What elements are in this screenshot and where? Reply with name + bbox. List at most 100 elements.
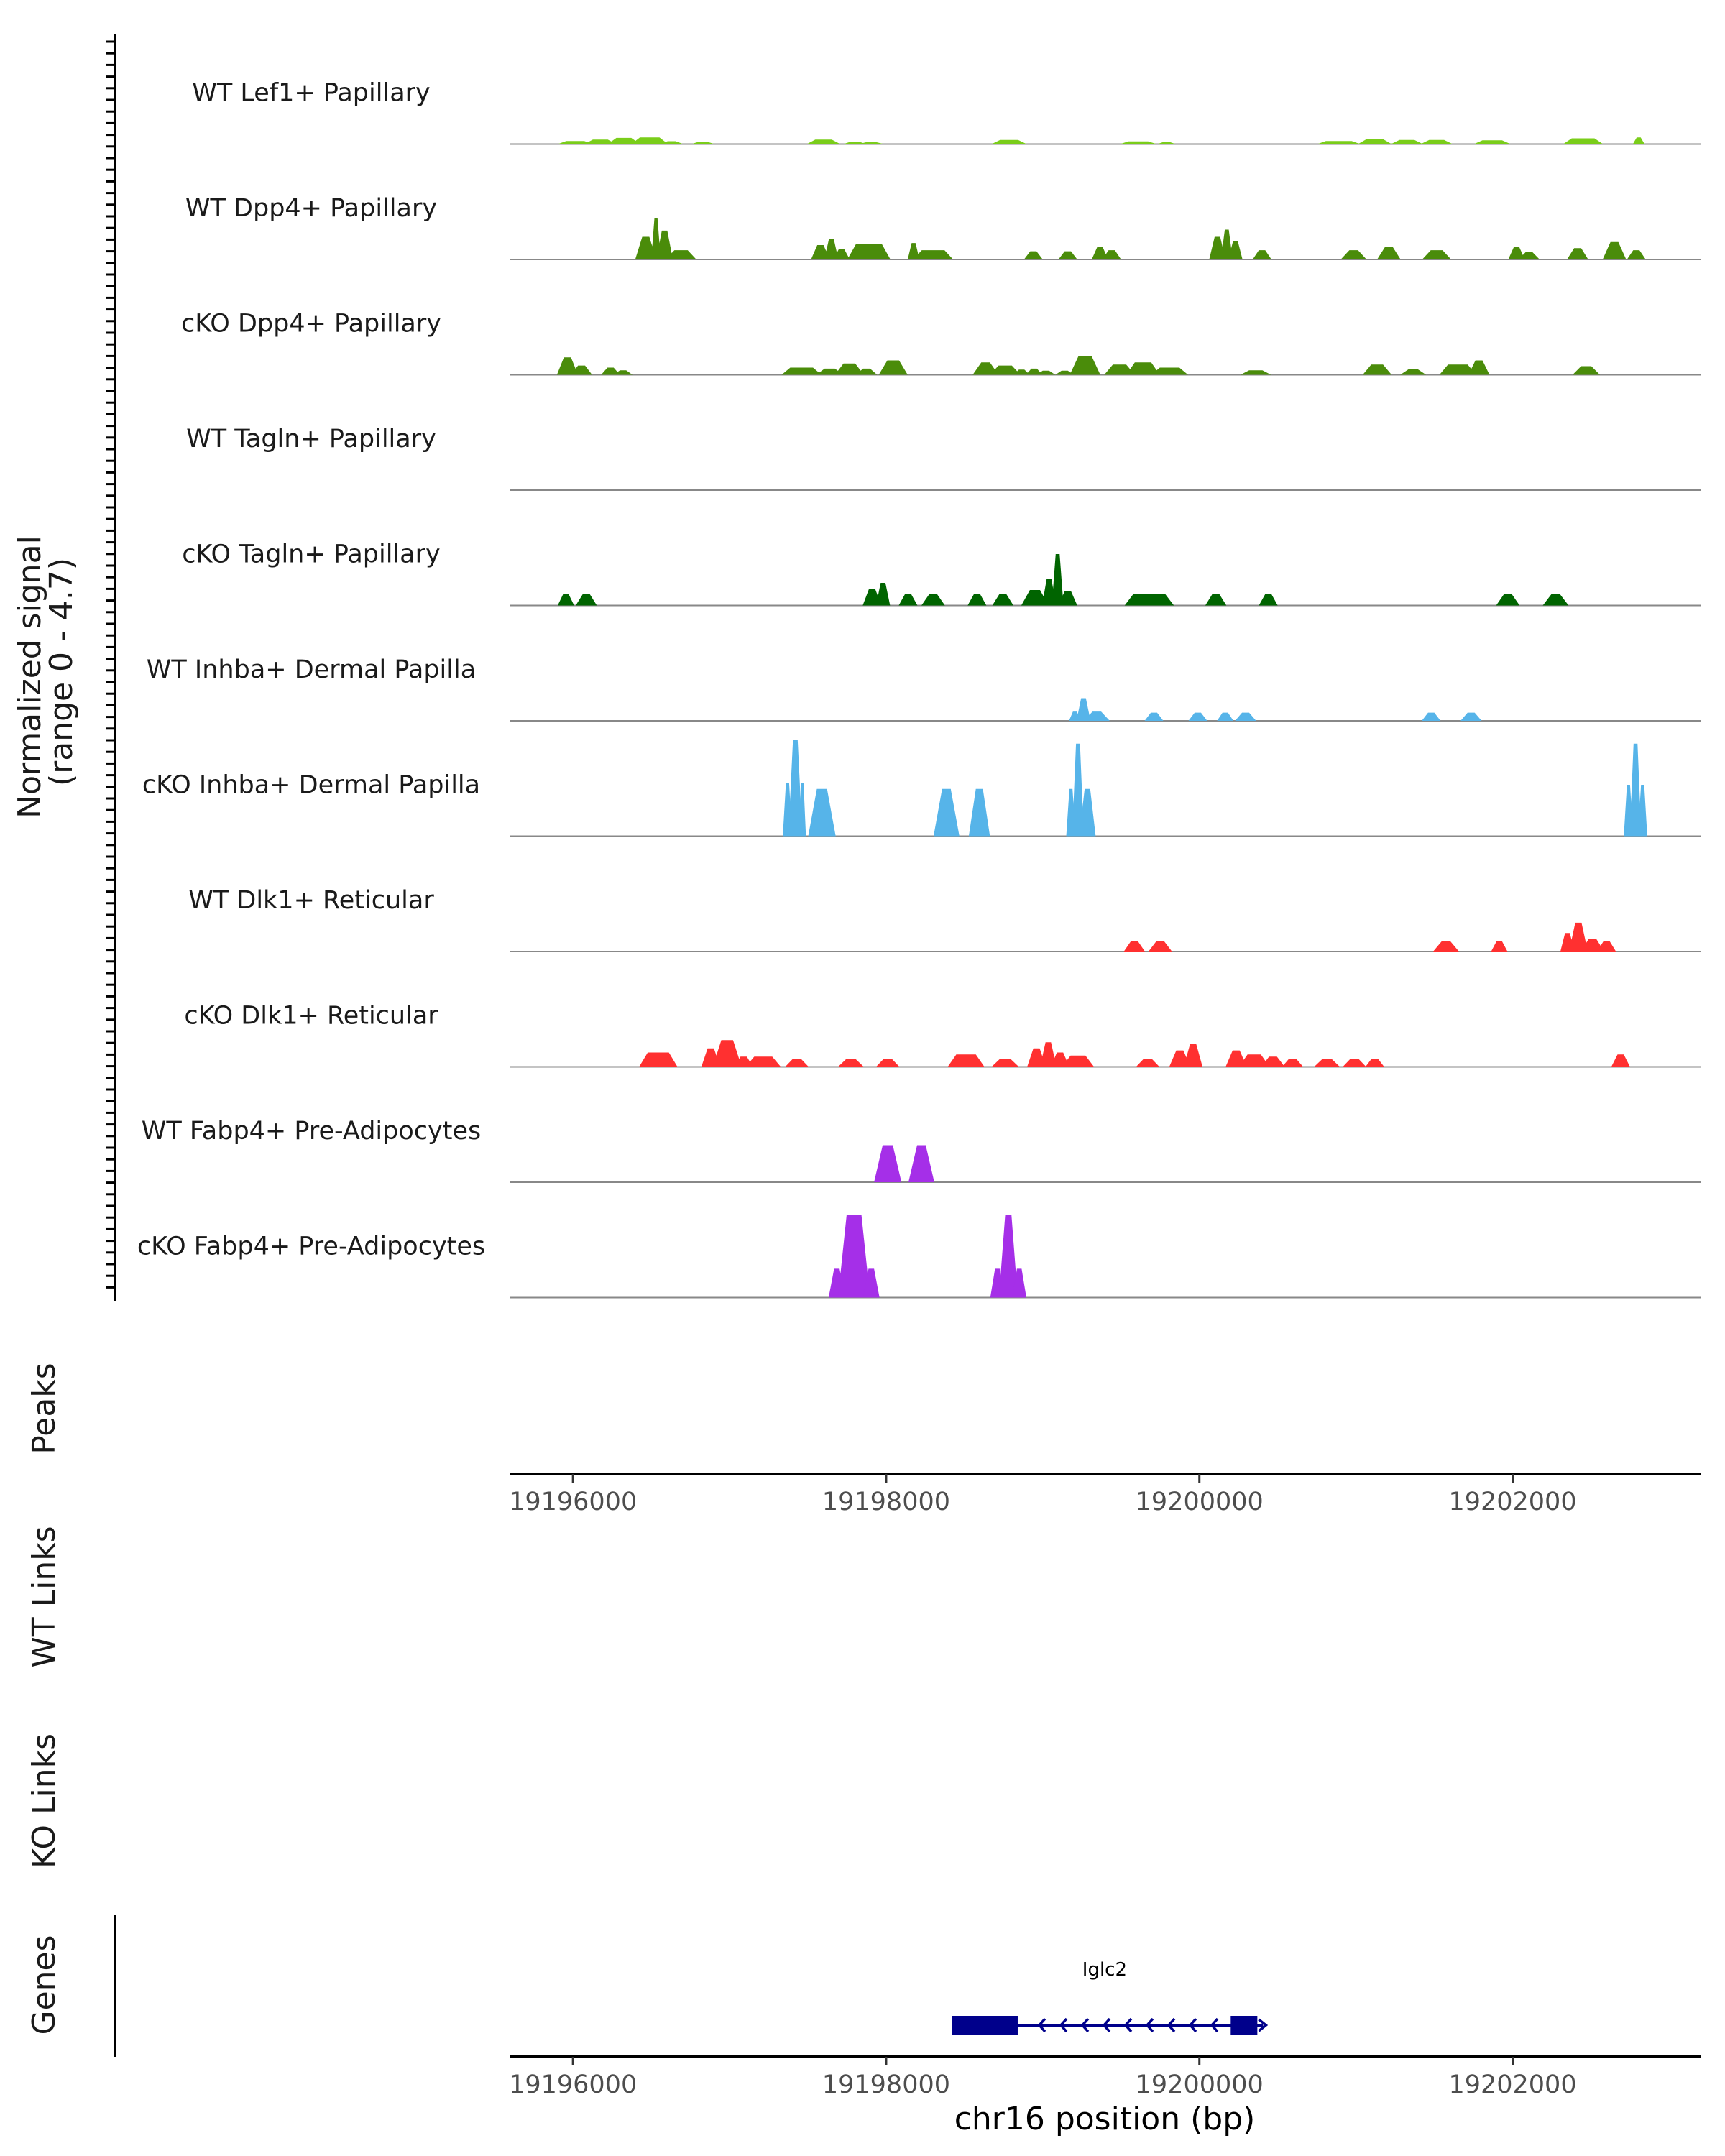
coverage-peak — [833, 249, 850, 259]
coverage-peak — [1136, 1059, 1160, 1067]
coverage-peak — [1209, 236, 1226, 259]
coverage-peak — [1317, 141, 1361, 144]
coverage-peak — [1542, 594, 1569, 606]
gene-exon — [952, 2016, 1018, 2035]
track-label: cKO Inhba+ Dermal Papilla — [142, 771, 480, 800]
track-wt-tagln-papillary: WT Tagln+ Papillary — [186, 425, 1701, 491]
track-cko-tagln-papillary: cKO Tagln+ Papillary — [182, 540, 1701, 607]
coverage-peak — [1439, 364, 1476, 375]
coverage-peak — [781, 367, 822, 375]
coverage-peak — [1058, 251, 1077, 259]
coverage-peak — [1563, 138, 1604, 144]
track-cko-dpp4-papillary: cKO Dpp4+ Papillary — [181, 310, 1701, 376]
coverage-peak — [1076, 698, 1091, 721]
coverage-peak — [1629, 743, 1642, 837]
coverage-peak — [898, 594, 918, 606]
coverage-peak — [1314, 1059, 1340, 1067]
coverage-y-axis-ticks — [106, 40, 115, 1289]
x-tick-label: 19202000 — [1448, 1488, 1576, 1516]
coverage-peak — [631, 137, 668, 144]
coverage-peak — [1358, 139, 1392, 144]
track-label: cKO Dlk1+ Reticular — [184, 1002, 438, 1031]
track-label: WT Dpp4+ Papillary — [185, 194, 437, 223]
coverage-peak — [1104, 364, 1135, 375]
coverage-peak — [1569, 922, 1588, 952]
coverage-peak — [933, 788, 960, 837]
coverage-peak — [635, 236, 657, 259]
gene-strand-arrow — [1210, 2017, 1219, 2033]
coverage-peak — [1282, 1059, 1304, 1067]
x-tick-label: 19196000 — [509, 2070, 637, 2099]
coverage-peak — [1581, 939, 1604, 952]
x-axis-title: chr16 position (bp) — [954, 2101, 1256, 2137]
coverage-peak — [1052, 554, 1064, 606]
coverage-peak — [1123, 941, 1145, 952]
coverage-peak — [1240, 370, 1271, 375]
coverage-peak — [1120, 141, 1157, 144]
track-wt-fabp4-pre-adipocytes: WT Fabp4+ Pre-Adipocytes — [142, 1117, 1701, 1183]
peaks-panel-label: Peaks — [26, 1363, 63, 1454]
gene-track: Iglc2 — [952, 1959, 1269, 2035]
coverage-peak — [799, 783, 806, 837]
track-label: WT Dlk1+ Reticular — [188, 886, 434, 915]
x-tick-label: 19202000 — [1448, 2070, 1576, 2099]
track-wt-dlk1-reticular: WT Dlk1+ Reticular — [188, 886, 1701, 952]
track-label: WT Lef1+ Papillary — [192, 79, 431, 108]
coverage-peak — [834, 363, 864, 375]
coverage-peak — [862, 1268, 880, 1298]
coverage-peak — [1391, 139, 1423, 144]
coverage-peak — [584, 139, 617, 144]
coverage-peak — [1144, 712, 1164, 721]
coverage-peak — [1225, 1050, 1247, 1067]
x-tick-label: 19196000 — [509, 1488, 637, 1516]
coverage-peak — [1567, 248, 1588, 259]
x-axis-peaks: 19196000 19198000 19200000 19202000 — [509, 1473, 1701, 1516]
coverage-peak — [991, 139, 1027, 144]
coverage-peak — [1205, 594, 1227, 606]
coverage-peak — [1238, 1054, 1270, 1067]
genes-panel-label: Genes — [26, 1935, 63, 2035]
coverage-peak — [824, 239, 839, 259]
coverage-peak — [913, 250, 954, 259]
coverage-peak — [666, 250, 696, 259]
track-label: WT Tagln+ Papillary — [186, 425, 436, 453]
coverage-peak — [808, 788, 836, 837]
coverage-peak — [1496, 594, 1520, 606]
coverage-peak — [1340, 250, 1367, 259]
gene-end-mark — [1258, 2018, 1269, 2032]
coverage-peak — [1468, 360, 1490, 375]
track-cko-fabp4-pre-adipocytes: cKO Fabp4+ Pre-Adipocytes — [137, 1215, 1701, 1299]
coverage-peak — [1021, 590, 1049, 606]
coverage-axis-title-line2: (range 0 - 4.7) — [43, 558, 80, 786]
coverage-peak — [878, 360, 908, 375]
coverage-peak — [1072, 743, 1084, 837]
gene-iglc2: Iglc2 — [952, 1959, 1269, 2035]
coverage-peak — [947, 1054, 985, 1067]
coverage-peak — [1377, 247, 1401, 259]
coverage-peak — [972, 362, 999, 375]
coverage-peak — [1343, 1059, 1366, 1067]
coverage-peak — [968, 788, 990, 837]
coverage-peak — [1012, 1268, 1026, 1298]
coverage-peak — [601, 367, 620, 375]
gene-strand-arrow — [1145, 2017, 1154, 2033]
coverage-peak — [1124, 594, 1174, 606]
coverage-peak — [990, 365, 1021, 375]
coverage-peak — [785, 1059, 809, 1067]
coverage-peak — [1102, 250, 1121, 259]
coverage-peak — [1126, 362, 1160, 375]
coverage-peak — [1013, 369, 1030, 375]
coverage-peak — [1420, 139, 1453, 144]
coverage-peak — [557, 594, 574, 606]
coverage-tracks: WT Lef1+ Papillary WT Dpp4+ Papillary cKO … — [137, 79, 1701, 1299]
coverage-peak — [712, 1040, 742, 1067]
coverage-peak — [858, 142, 885, 144]
gene-strand-arrow — [1037, 2017, 1046, 2033]
track-label: cKO Dpp4+ Papillary — [181, 310, 441, 338]
coverage-peak — [908, 1145, 934, 1182]
coverage-peak — [921, 594, 945, 606]
coverage-peak — [1220, 229, 1233, 259]
coverage-peak — [1259, 594, 1278, 606]
coverage-peak — [1460, 712, 1482, 721]
